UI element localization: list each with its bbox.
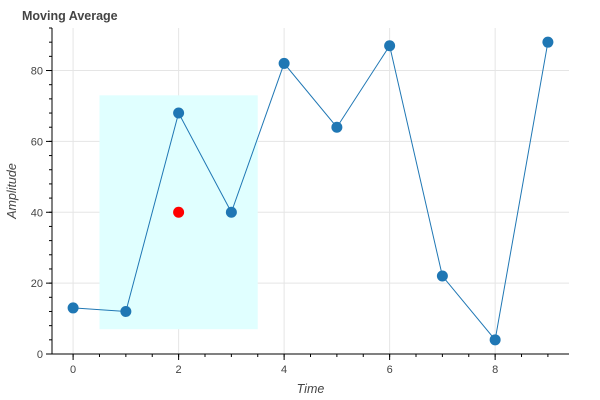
- data-point: [67, 302, 79, 314]
- data-point: [225, 206, 237, 218]
- y-tick-label: 20: [31, 278, 43, 290]
- data-point: [489, 334, 501, 346]
- y-axis-label: Amplitude: [5, 163, 19, 220]
- data-point: [384, 40, 396, 52]
- y-tick-label: 0: [37, 349, 43, 361]
- data-point: [278, 57, 290, 69]
- x-tick-label: 2: [176, 364, 182, 376]
- x-ticks: 0 2 4 6 8: [70, 354, 549, 376]
- y-tick-label: 60: [31, 136, 43, 148]
- data-point: [542, 36, 554, 48]
- x-tick-label: 4: [281, 364, 287, 376]
- x-axis-label: Time: [297, 382, 325, 396]
- x-tick-label: 6: [387, 364, 393, 376]
- chart-title: Moving Average: [22, 9, 118, 23]
- moving-average-point: [173, 206, 185, 218]
- y-tick-label: 40: [31, 207, 43, 219]
- data-points: [67, 36, 554, 346]
- x-tick-label: 8: [492, 364, 498, 376]
- data-point: [331, 121, 343, 133]
- y-ticks: 0 20 40 60 80: [31, 27, 52, 361]
- series-line: [73, 42, 549, 341]
- data-point: [436, 270, 448, 282]
- data-point: [173, 107, 185, 119]
- y-tick-label: 80: [31, 66, 43, 78]
- x-tick-label: 0: [70, 364, 76, 376]
- data-point: [120, 305, 132, 317]
